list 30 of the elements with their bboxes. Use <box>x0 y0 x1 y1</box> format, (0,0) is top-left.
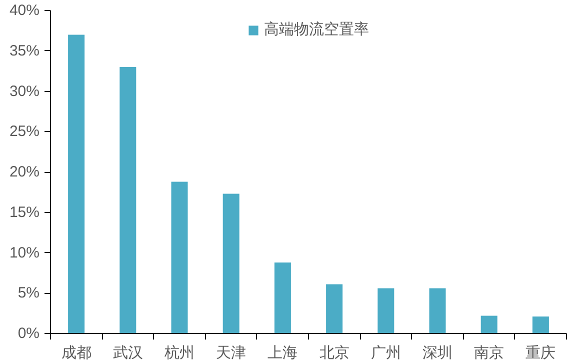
y-tick-label: 15% <box>9 204 40 221</box>
y-tick-label: 40% <box>9 2 40 19</box>
bar <box>68 34 85 334</box>
x-tick-label: 重庆 <box>526 344 556 362</box>
y-tick-label: 5% <box>18 284 40 302</box>
bar <box>429 288 446 334</box>
bar <box>222 194 240 334</box>
legend-label: 高端物流空置率 <box>264 20 369 39</box>
bar <box>120 67 136 334</box>
bar <box>532 316 549 334</box>
y-tick-label: 10% <box>9 244 40 262</box>
x-tick-label: 杭州 <box>164 344 194 362</box>
x-tick-label: 上海 <box>268 344 298 362</box>
y-tick-label: 25% <box>9 123 40 140</box>
bar <box>326 284 343 334</box>
x-tick-label: 天津 <box>216 344 246 362</box>
x-tick-label: 武汉 <box>112 344 143 362</box>
x-tick-label: 成都 <box>61 344 92 362</box>
y-tick-label: 20% <box>9 164 40 180</box>
x-tick-label: 北京 <box>319 344 350 362</box>
bar <box>378 288 394 334</box>
y-tick-label: 35% <box>9 42 40 60</box>
bar <box>480 316 498 334</box>
x-tick-label: 深圳 <box>422 344 452 362</box>
x-tick-label: 南京 <box>474 344 504 362</box>
x-tick-label: 广州 <box>370 344 401 362</box>
y-tick-label: 0% <box>18 325 40 342</box>
bar <box>171 182 188 334</box>
y-tick-label: 30% <box>9 82 40 100</box>
bar <box>274 262 291 334</box>
